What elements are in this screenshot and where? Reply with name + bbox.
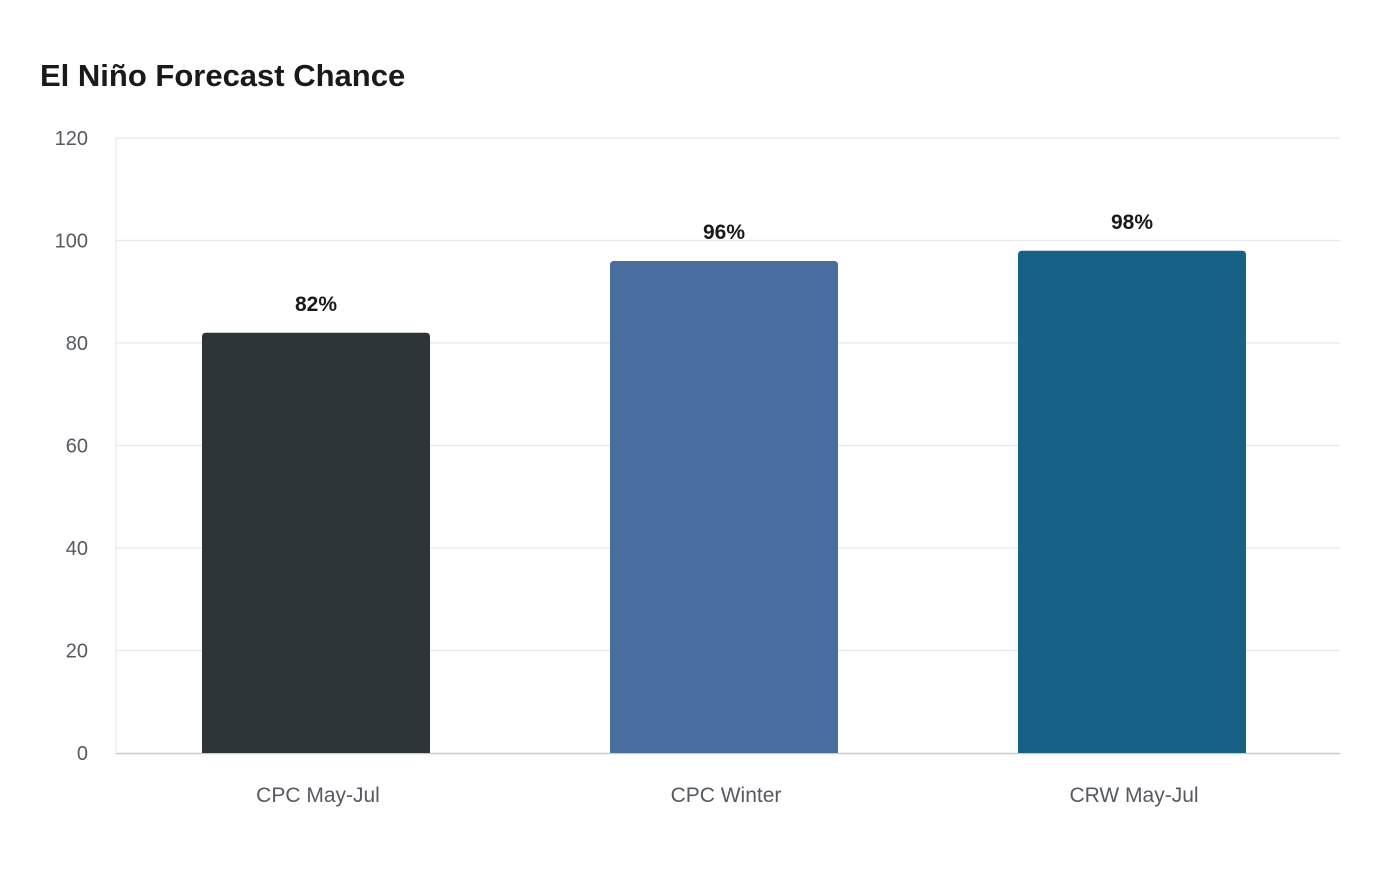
x-category-label: CRW May-Jul xyxy=(1069,784,1198,807)
y-tick-label: 60 xyxy=(66,436,88,458)
bar-value-labels: 82% 96% 98% xyxy=(295,211,1153,316)
bar-value-label: 82% xyxy=(295,293,337,316)
y-tick-label: 20 xyxy=(66,641,88,663)
bar-value-label: 98% xyxy=(1111,211,1153,234)
x-category-label: CPC May-Jul xyxy=(256,784,380,807)
y-tick-label: 100 xyxy=(55,231,88,253)
y-tick-label: 40 xyxy=(66,538,88,560)
y-axis-ticks: 0 20 40 60 80 100 120 xyxy=(55,128,88,765)
y-tick-label: 120 xyxy=(55,128,88,150)
y-tick-label: 80 xyxy=(66,333,88,355)
axes xyxy=(115,138,1340,755)
bar-cpc-winter xyxy=(610,261,838,753)
bar-crw-may-jul xyxy=(1018,250,1246,753)
bars xyxy=(202,250,1246,753)
y-tick-label: 0 xyxy=(77,743,88,765)
x-category-label: CPC Winter xyxy=(671,784,782,807)
bar-cpc-may-jul xyxy=(202,332,430,753)
chart-title: El Niño Forecast Chance xyxy=(40,58,406,93)
bar-value-label: 96% xyxy=(703,221,745,244)
x-axis-categories: CPC May-Jul CPC Winter CRW May-Jul xyxy=(256,784,1198,807)
